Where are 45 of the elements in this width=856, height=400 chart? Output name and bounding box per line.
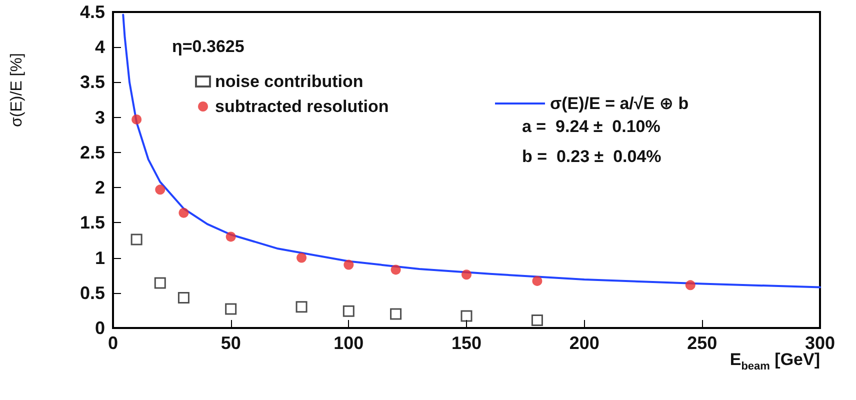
point (154, 277, 166, 289)
annotation: b = 0.23 ± 0.04% (522, 147, 662, 166)
y-tick-label: 1.5 (80, 212, 105, 233)
point (462, 270, 472, 280)
point (178, 292, 190, 304)
point (130, 234, 142, 246)
point (226, 232, 236, 242)
line-series (122, 14, 821, 288)
annotation: η=0.3625 (172, 37, 244, 56)
annotation: a = 9.24 ± 0.10% (522, 117, 660, 136)
x-tick-label: 0 (108, 333, 118, 353)
point (685, 280, 696, 290)
point (296, 301, 308, 313)
point (296, 252, 307, 263)
y-tick-label: 4.5 (80, 2, 105, 22)
legend-label: subtracted resolution (215, 97, 389, 116)
x-axis-title: E$_{beam}$ [GeV] (730, 350, 820, 372)
x-tick-label: 50 (220, 333, 241, 353)
x-tick-label: 300 (804, 333, 836, 353)
point (132, 114, 142, 124)
point (178, 208, 189, 218)
point (532, 276, 542, 286)
y-tick-label: 0.5 (80, 282, 105, 303)
y-axis-title: σ(E)/E [%] (8, 53, 26, 127)
x-tick-label: 250 (687, 333, 718, 353)
point (531, 314, 543, 326)
point (155, 184, 166, 195)
y-tick-label: 3 (94, 107, 105, 128)
y-tick-label: 4 (94, 37, 105, 58)
y-tick-label: 2.5 (80, 142, 105, 162)
x-tick-label: 200 (569, 333, 600, 353)
x-tick-label: 100 (334, 333, 364, 353)
point (390, 264, 401, 275)
y-tick-label: 0 (94, 318, 105, 338)
x-tick-label: 150 (451, 333, 482, 353)
y-tick-label: 3.5 (80, 72, 105, 92)
legend-label: noise contribution (215, 72, 364, 91)
legend-label: σ(E)/E = a/√E ⊕ b (550, 94, 689, 113)
point (342, 305, 354, 317)
point (225, 303, 237, 315)
point (344, 260, 354, 270)
y-tick-label: 2 (94, 178, 105, 198)
point (460, 310, 472, 322)
point (390, 308, 402, 320)
y-tick-label: 1 (94, 248, 105, 268)
